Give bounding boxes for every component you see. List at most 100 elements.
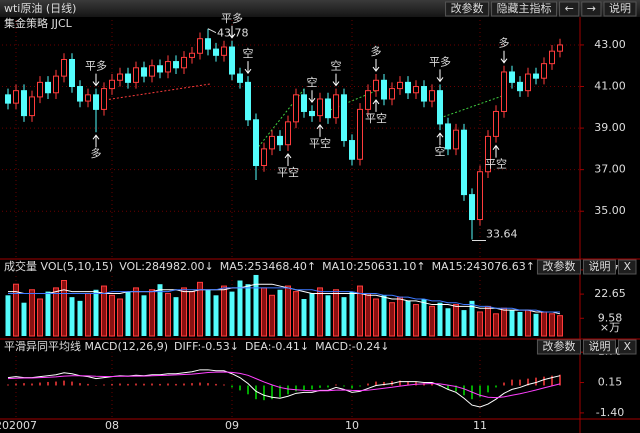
volume-bar	[45, 291, 51, 336]
volume-bar	[389, 302, 395, 337]
candle-body	[253, 119, 259, 167]
button[interactable]	[491, 1, 558, 17]
y-tick-label: 41.00	[594, 80, 626, 93]
volume-bar	[229, 291, 235, 336]
button[interactable]	[617, 259, 637, 275]
candle-body	[325, 98, 331, 119]
button[interactable]	[536, 339, 581, 355]
header-bg	[0, 260, 580, 273]
candle-body	[317, 98, 323, 117]
volume-bar	[477, 311, 483, 337]
candle-body	[157, 65, 163, 73]
volume-bar	[197, 281, 203, 337]
signal-arrow	[492, 144, 500, 158]
volume-bar	[141, 295, 147, 336]
signal-arrow	[332, 73, 340, 87]
signal-arrow	[372, 59, 380, 72]
x-tick-label: 10	[345, 419, 359, 432]
y-tick-label: 39.00	[594, 121, 626, 134]
legend-entry: VOL:284982.00↓	[119, 260, 214, 273]
indicator-line	[7, 371, 561, 399]
candle-body	[141, 67, 147, 77]
candle-body	[5, 94, 11, 104]
candle-body	[133, 67, 139, 83]
candle-body	[85, 94, 91, 102]
candle-body	[293, 94, 299, 123]
candle-body	[197, 38, 203, 54]
indicator-line	[8, 287, 560, 313]
volume-bar	[261, 287, 267, 337]
legend-entry: DIFF:-0.53↓	[174, 340, 239, 353]
signal-label: 空	[243, 46, 254, 60]
candle-body	[333, 94, 339, 119]
button[interactable]	[617, 339, 637, 355]
volume-bar	[317, 287, 323, 337]
signal-label: 多	[371, 44, 382, 58]
button[interactable]	[536, 259, 581, 275]
volume-bar	[77, 300, 83, 336]
volume-bar	[421, 299, 427, 336]
volume-bar	[133, 287, 139, 337]
button-label[interactable]: X	[623, 340, 631, 353]
signal-arrow	[244, 61, 252, 74]
candle-body	[37, 81, 43, 98]
button-label[interactable]: 说明	[588, 259, 610, 273]
x-tick-label: 11	[473, 419, 487, 432]
button-label[interactable]: 隐藏主指标	[497, 1, 552, 15]
volume-bar	[349, 291, 355, 336]
button[interactable]	[582, 339, 616, 355]
button-label[interactable]: ←	[565, 2, 574, 15]
min-label: 33.64	[486, 228, 518, 241]
button-label[interactable]: →	[587, 2, 596, 15]
button-label[interactable]: 改参数	[542, 259, 575, 273]
volume-bar	[357, 285, 363, 337]
unit-label: ×万	[600, 321, 620, 334]
y-tick-label: 35.00	[594, 204, 626, 217]
volume-bar	[101, 285, 107, 337]
candle-body	[269, 135, 275, 150]
volume-bar	[405, 300, 411, 336]
volume-bar	[237, 280, 243, 336]
volume-bar	[245, 284, 251, 336]
candle-body	[109, 79, 115, 90]
signal-arrow	[92, 73, 100, 87]
button-label[interactable]: 改参数	[542, 339, 575, 353]
button-label[interactable]: 说明	[588, 339, 610, 353]
volume-bar	[93, 289, 99, 336]
candle-body	[125, 73, 131, 83]
candle-body	[309, 110, 315, 117]
button-label[interactable]: 改参数	[451, 1, 484, 15]
volume-bar	[285, 285, 291, 337]
candle-body	[437, 90, 443, 125]
candle-body	[509, 71, 515, 83]
volume-bar	[269, 294, 275, 337]
button[interactable]	[559, 1, 580, 17]
candle-body	[477, 171, 483, 221]
volume-bar	[549, 313, 555, 337]
button[interactable]	[445, 1, 490, 17]
volume-bar	[37, 298, 43, 337]
signal-label: 平多	[429, 54, 451, 68]
panel-title: 平滑异同平均线 MACD(12,26,9)	[4, 339, 168, 353]
volume-bar	[445, 308, 451, 336]
button[interactable]	[582, 259, 616, 275]
button-label[interactable]: X	[623, 260, 631, 273]
volume-bar	[541, 311, 547, 337]
trend-line	[104, 83, 211, 101]
candle-body	[229, 46, 235, 75]
candle-body	[389, 88, 395, 100]
signal-arrow	[284, 153, 292, 166]
volume-bar	[301, 299, 307, 336]
signal-label: 多	[499, 36, 510, 50]
button-label[interactable]: 说明	[609, 1, 631, 15]
candle-body	[69, 58, 75, 88]
candle-body	[93, 94, 99, 110]
volume-bar	[333, 289, 339, 337]
button[interactable]	[603, 1, 637, 17]
volume-bar	[293, 291, 299, 337]
y-tick-label: 43.00	[594, 38, 626, 51]
volume-bar	[533, 313, 539, 336]
button[interactable]	[581, 1, 602, 17]
